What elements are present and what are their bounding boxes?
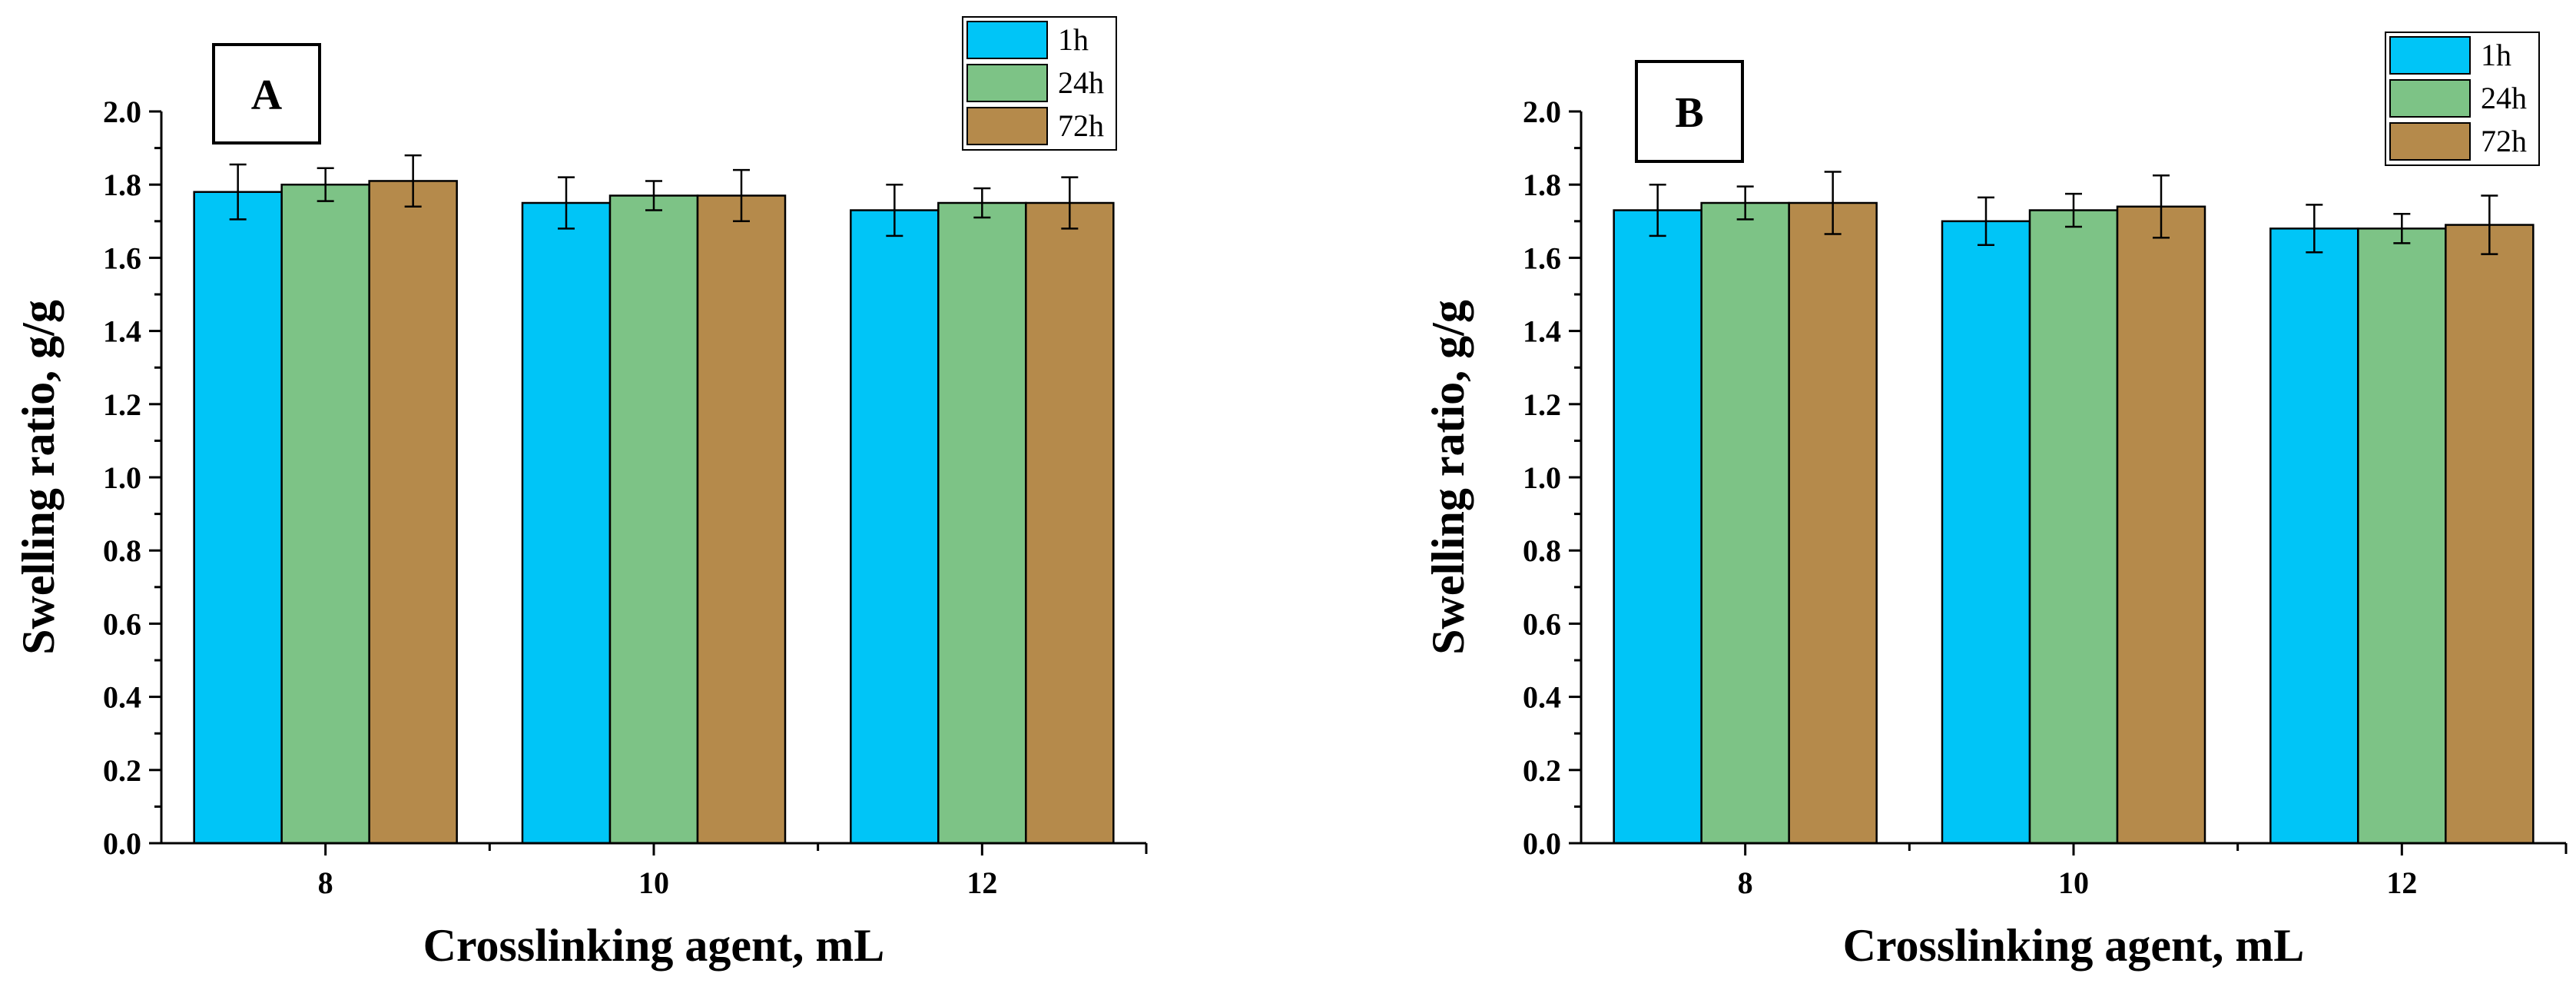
x-tick-label: 10 bbox=[638, 865, 669, 900]
error-bar-24h-12 bbox=[973, 187, 991, 219]
y-tick-label: 0.0 bbox=[103, 826, 141, 861]
legend-label-24h: 24h bbox=[1058, 65, 1104, 100]
legend-swatch-24h bbox=[2389, 79, 2471, 118]
legend-swatch-1h bbox=[966, 21, 1048, 59]
error-bar-1h-12 bbox=[886, 183, 903, 238]
bar-72h-8 bbox=[1788, 201, 1878, 845]
y-tick-label: 2.0 bbox=[1523, 95, 1561, 129]
y-tick-label: 0.8 bbox=[103, 533, 141, 568]
bar-24h-10 bbox=[608, 194, 699, 845]
chart-panel-b: 0.0 0.2 0.4 0.6 0.8 1.0 1.2 1.4 1.6 1.8 2.0 8 10 12 Cr… bbox=[1423, 32, 2568, 971]
bar-1h-12 bbox=[2269, 228, 2359, 845]
legend-swatch-72h bbox=[966, 107, 1048, 145]
legend-swatch-24h bbox=[966, 64, 1048, 102]
y-tick-label: 1.8 bbox=[103, 168, 141, 202]
error-bar-24h-8 bbox=[1736, 185, 1754, 221]
legend: 1h 24h 72h bbox=[2385, 32, 2540, 166]
y-tick-label: 0.2 bbox=[103, 753, 141, 788]
bar-24h-12 bbox=[937, 201, 1027, 845]
legend-swatch-72h bbox=[2389, 122, 2471, 161]
chart-panel-a: 0.0 0.2 0.4 0.6 0.8 1.0 1.2 1.4 1.6 1.8 2.0 8 10 12 Cr… bbox=[13, 16, 1148, 971]
x-tick-label: 8 bbox=[318, 865, 333, 900]
error-bar-1h-10 bbox=[1978, 196, 1994, 246]
error-bar-1h-8 bbox=[1649, 183, 1666, 238]
legend-label-72h: 72h bbox=[2481, 124, 2527, 158]
bar-1h-10 bbox=[521, 201, 612, 845]
legend-label-1h: 1h bbox=[1058, 22, 1089, 57]
y-tick-label: 1.6 bbox=[1523, 241, 1561, 275]
bar-72h-12 bbox=[2445, 224, 2535, 845]
bar-72h-10 bbox=[696, 194, 787, 845]
error-bar-24h-10 bbox=[2065, 192, 2082, 228]
panel-label-box bbox=[212, 43, 321, 145]
bar-1h-8 bbox=[193, 191, 283, 845]
y-tick-label: 1.6 bbox=[103, 241, 141, 275]
x-tick-label: 12 bbox=[2386, 865, 2417, 900]
legend-label-24h: 24h bbox=[2481, 81, 2527, 115]
y-tick-label: 0.6 bbox=[1523, 606, 1561, 641]
bar-1h-10 bbox=[1941, 220, 2031, 845]
bar-24h-10 bbox=[2028, 209, 2119, 845]
x-tick-label: 12 bbox=[966, 865, 997, 900]
bar-72h-8 bbox=[368, 180, 458, 845]
y-tick-label: 1.0 bbox=[103, 460, 141, 495]
error-bar-24h-12 bbox=[2393, 213, 2411, 244]
error-bar-72h-8 bbox=[1824, 171, 1842, 235]
x-tick-label: 10 bbox=[2058, 865, 2089, 900]
y-tick-label: 1.4 bbox=[103, 314, 141, 349]
error-bar-72h-12 bbox=[2481, 194, 2498, 255]
y-tick-label: 1.2 bbox=[103, 387, 141, 422]
error-bar-72h-12 bbox=[1061, 176, 1079, 230]
x-axis-title: Crosslinking agent, mL bbox=[1843, 920, 2305, 971]
x-axis-title: Crosslinking agent, mL bbox=[423, 920, 885, 971]
error-bar-72h-10 bbox=[2153, 174, 2170, 239]
bar-24h-8 bbox=[1700, 201, 1790, 845]
bar-24h-8 bbox=[280, 183, 370, 845]
error-bar-24h-10 bbox=[645, 180, 662, 211]
y-axis-title: Swelling ratio, g/g bbox=[13, 300, 64, 655]
bar-72h-12 bbox=[1025, 201, 1115, 845]
error-bar-72h-8 bbox=[404, 154, 422, 208]
error-bar-1h-8 bbox=[229, 163, 247, 221]
y-tick-label: 1.8 bbox=[1523, 168, 1561, 202]
y-tick-label: 0.6 bbox=[103, 606, 141, 641]
y-tick-label: 1.2 bbox=[1523, 387, 1561, 422]
panel-label-box bbox=[1635, 60, 1744, 163]
panel-label: B bbox=[1675, 89, 1703, 137]
error-bar-1h-12 bbox=[2306, 204, 2323, 254]
legend-swatch-1h bbox=[2389, 36, 2471, 75]
legend: 1h 24h 72h bbox=[962, 16, 1117, 151]
bar-1h-12 bbox=[850, 209, 940, 845]
y-tick-label: 0.0 bbox=[1523, 826, 1561, 861]
error-bar-72h-10 bbox=[733, 168, 750, 223]
bar-1h-8 bbox=[1613, 209, 1702, 845]
y-axis-title: Swelling ratio, g/g bbox=[1423, 300, 1474, 655]
legend-label-1h: 1h bbox=[2481, 38, 2511, 72]
y-tick-label: 1.4 bbox=[1523, 314, 1561, 349]
error-bar-24h-8 bbox=[317, 167, 334, 202]
x-tick-label: 8 bbox=[1738, 865, 1753, 900]
legend-label-72h: 72h bbox=[1058, 108, 1104, 143]
y-tick-label: 0.4 bbox=[1523, 680, 1561, 715]
bar-24h-12 bbox=[2357, 228, 2447, 845]
y-tick-label: 2.0 bbox=[103, 95, 141, 129]
panel-label: A bbox=[251, 71, 283, 119]
y-tick-label: 0.8 bbox=[1523, 533, 1561, 568]
error-bar-1h-10 bbox=[558, 176, 575, 230]
bar-72h-10 bbox=[2116, 205, 2206, 845]
y-tick-label: 0.2 bbox=[1523, 753, 1561, 788]
y-tick-label: 1.0 bbox=[1523, 460, 1561, 495]
y-tick-label: 0.4 bbox=[103, 680, 141, 715]
